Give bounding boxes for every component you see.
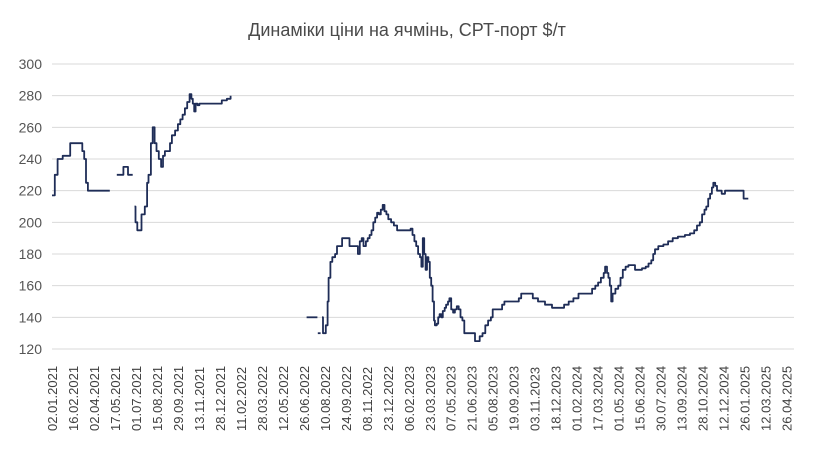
x-tick-label: 11.02.2022	[234, 367, 249, 431]
series-line-segment	[116, 166, 133, 176]
x-axis-tick-labels: 02.01.2021 16.02.2021 02.04.2021 17.05.2021…	[45, 366, 795, 431]
x-tick-label: 07.05.2023	[444, 366, 459, 431]
y-tick-label: 180	[19, 246, 43, 262]
y-tick-label: 240	[19, 151, 43, 167]
x-tick-label: 12.05.2022	[276, 366, 291, 431]
y-axis-tick-labels: 120 140 160 180 200 220 240 260 280 300	[19, 56, 43, 357]
y-tick-label: 140	[19, 309, 43, 325]
grid-lines	[52, 63, 794, 350]
x-tick-label: 01.05.2024	[612, 366, 627, 431]
x-tick-label: 19.09.2023	[507, 366, 522, 431]
y-tick-label: 120	[19, 341, 43, 357]
x-tick-label: 26.06.2022	[297, 366, 312, 431]
x-tick-label: 10.08.2022	[318, 366, 333, 431]
x-tick-label: 01.07.2021	[129, 366, 144, 431]
y-tick-label: 280	[19, 88, 43, 104]
x-tick-label: 03.11.2023	[528, 367, 543, 431]
price-series	[52, 93, 749, 342]
y-tick-label: 160	[19, 278, 43, 294]
series-line-segment	[134, 93, 232, 232]
x-tick-label: 21.06.2023	[465, 366, 480, 431]
x-tick-label: 28.03.2022	[255, 366, 270, 431]
y-tick-label: 260	[19, 119, 43, 135]
x-tick-label: 30.07.2024	[654, 366, 669, 431]
x-tick-label: 29.09.2021	[171, 366, 186, 431]
x-tick-label: 16.02.2021	[66, 366, 81, 431]
y-tick-label: 200	[19, 214, 43, 230]
x-tick-label: 26.01.2025	[738, 366, 753, 431]
x-tick-label: 28.10.2024	[696, 366, 711, 431]
series-line-segment	[322, 181, 749, 342]
x-tick-label: 02.04.2021	[87, 366, 102, 431]
x-tick-label: 12.12.2024	[717, 366, 732, 431]
x-tick-label: 05.08.2023	[486, 366, 501, 431]
x-tick-label: 18.12.2023	[549, 366, 564, 431]
chart-title: Динаміки ціни на ячмінь, СРТ-порт $/т	[248, 20, 566, 40]
x-tick-label: 15.06.2024	[633, 366, 648, 431]
x-tick-label: 08.11.2022	[360, 367, 375, 431]
x-tick-label: 15.08.2021	[150, 366, 165, 431]
x-tick-label: 06.02.2023	[402, 366, 417, 431]
x-tick-label: 23.12.2022	[381, 366, 396, 431]
x-tick-label: 28.12.2021	[213, 366, 228, 431]
x-tick-label: 01.02.2024	[570, 366, 585, 431]
y-tick-label: 300	[19, 56, 43, 72]
x-tick-label: 13.11.2021	[192, 367, 207, 431]
y-tick-label: 220	[19, 183, 43, 199]
series-line-segment	[52, 142, 110, 197]
x-tick-label: 12.03.2025	[759, 366, 774, 431]
x-tick-label: 26.04.2025	[780, 366, 795, 431]
x-tick-label: 17.05.2021	[108, 366, 123, 431]
x-tick-label: 13.09.2024	[675, 366, 690, 431]
x-tick-label: 24.09.2022	[339, 366, 354, 431]
x-tick-label: 02.01.2021	[45, 366, 60, 431]
x-tick-label: 17.03.2024	[591, 366, 606, 431]
x-tick-label: 23.03.2023	[423, 366, 438, 431]
